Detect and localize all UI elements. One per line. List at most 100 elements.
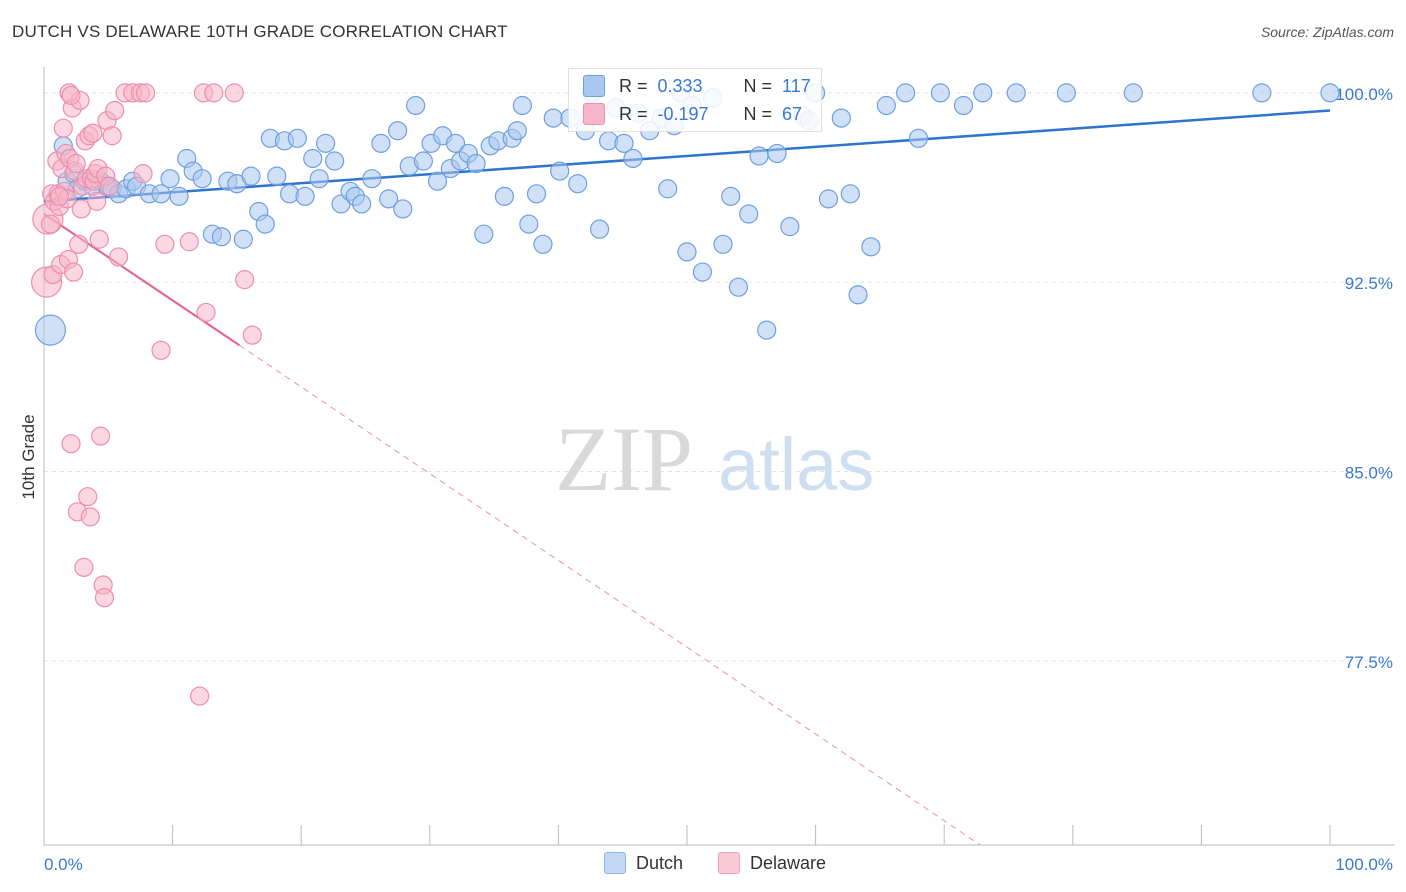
y-tick-label: 92.5% bbox=[1345, 274, 1393, 293]
legend-row-dutch: R = 0.333 N = 117 bbox=[583, 74, 811, 98]
dutch-point bbox=[192, 169, 212, 189]
dutch-point bbox=[1320, 83, 1340, 103]
delaware-n-label: N = bbox=[743, 103, 773, 124]
dutch-point bbox=[362, 169, 382, 189]
dutch-point bbox=[519, 214, 539, 234]
delaware-trend-extension bbox=[239, 344, 981, 846]
dutch-point bbox=[848, 285, 868, 305]
dutch-point bbox=[780, 217, 800, 237]
delaware-r-label: R = bbox=[619, 103, 648, 124]
delaware-point bbox=[196, 302, 216, 323]
delaware-point bbox=[90, 426, 111, 446]
delaware-point bbox=[105, 100, 125, 121]
dutch-point bbox=[526, 184, 547, 204]
dutch-point bbox=[1252, 83, 1272, 103]
dutch-point bbox=[169, 186, 189, 206]
dutch-point bbox=[953, 95, 974, 116]
delaware-point bbox=[108, 247, 129, 267]
delaware-point bbox=[78, 487, 98, 507]
dutch-point bbox=[533, 234, 553, 254]
delaware-point bbox=[89, 229, 109, 249]
dutch-point bbox=[840, 184, 860, 204]
delaware-point bbox=[155, 234, 175, 254]
delaware-legend-swatch bbox=[718, 852, 740, 874]
dutch-point bbox=[325, 151, 345, 171]
delaware-point bbox=[235, 270, 255, 290]
delaware-point bbox=[151, 340, 171, 360]
dutch-point bbox=[1056, 83, 1076, 103]
dutch-point bbox=[295, 186, 315, 206]
delaware-legend-label: Delaware bbox=[750, 852, 827, 873]
dutch-n-label: N = bbox=[743, 75, 773, 96]
x-tick-label-max: 100.0% bbox=[1335, 855, 1393, 874]
dutch-point bbox=[160, 169, 180, 189]
dutch-point bbox=[233, 229, 253, 249]
delaware-point bbox=[61, 434, 81, 454]
dutch-point bbox=[494, 186, 514, 206]
delaware-point bbox=[99, 176, 120, 196]
watermark: ZIP atlas bbox=[555, 408, 874, 510]
dutch-point bbox=[831, 108, 851, 128]
delaware-point bbox=[83, 123, 103, 143]
delaware-point bbox=[66, 153, 86, 174]
dutch-r-value: 0.333 bbox=[657, 75, 703, 96]
delaware-point bbox=[179, 232, 199, 252]
dutch-point bbox=[413, 151, 433, 171]
dutch-point bbox=[379, 189, 399, 209]
dutch-point bbox=[255, 214, 275, 234]
series-legend: Dutch Delaware bbox=[0, 850, 1406, 880]
y-tick-label: 77.5% bbox=[1345, 653, 1393, 672]
dutch-point bbox=[623, 148, 643, 169]
dutch-n-value: 117 bbox=[782, 75, 811, 96]
dutch-point bbox=[739, 204, 759, 224]
legend-item-dutch[interactable]: Dutch bbox=[604, 852, 683, 874]
dutch-point bbox=[445, 133, 466, 153]
delaware-point bbox=[80, 507, 100, 527]
dutch-point bbox=[896, 83, 916, 103]
dutch-legend-swatch bbox=[604, 852, 626, 874]
delaware-point bbox=[49, 186, 70, 206]
delaware-point bbox=[71, 199, 91, 219]
delaware-point bbox=[102, 126, 122, 146]
delaware-point bbox=[53, 118, 73, 138]
delaware-point bbox=[133, 164, 153, 184]
dutch-point bbox=[1123, 83, 1143, 103]
dutch-point bbox=[1006, 83, 1026, 103]
dutch-point bbox=[267, 166, 287, 186]
dutch-swatch bbox=[583, 75, 605, 97]
delaware-point bbox=[63, 262, 84, 282]
y-axis-label: 10th Grade bbox=[19, 414, 38, 499]
dutch-point bbox=[861, 237, 881, 257]
dutch-point bbox=[309, 169, 329, 189]
dutch-point bbox=[512, 95, 532, 116]
dutch-point bbox=[908, 128, 929, 148]
dutch-point bbox=[749, 146, 769, 166]
dutch-trend-line bbox=[43, 109, 1331, 203]
delaware-n-value: 67 bbox=[782, 103, 803, 124]
delaware-swatch bbox=[583, 103, 605, 125]
dutch-point bbox=[568, 174, 588, 194]
y-tick-label: 85.0% bbox=[1345, 463, 1393, 482]
dutch-point bbox=[721, 186, 741, 206]
dutch-point bbox=[406, 95, 426, 116]
dutch-point bbox=[543, 108, 563, 128]
delaware-point bbox=[87, 191, 107, 211]
dutch-point bbox=[466, 153, 486, 174]
delaware-point bbox=[74, 557, 94, 577]
delaware-point bbox=[224, 83, 244, 103]
delaware-point bbox=[190, 686, 210, 706]
dutch-point bbox=[287, 128, 307, 148]
dutch-point bbox=[352, 194, 372, 214]
legend-row-delaware: R = -0.197 N = 67 bbox=[583, 102, 802, 126]
dutch-point bbox=[767, 143, 787, 164]
delaware-point bbox=[204, 83, 224, 103]
dutch-point bbox=[818, 189, 839, 209]
delaware-point bbox=[69, 234, 89, 254]
dutch-point bbox=[427, 171, 448, 191]
x-tick-label-min: 0.0% bbox=[44, 855, 83, 874]
legend-item-delaware[interactable]: Delaware bbox=[718, 852, 826, 874]
delaware-point bbox=[61, 85, 81, 105]
dutch-point bbox=[34, 314, 67, 346]
delaware-point bbox=[40, 214, 61, 234]
